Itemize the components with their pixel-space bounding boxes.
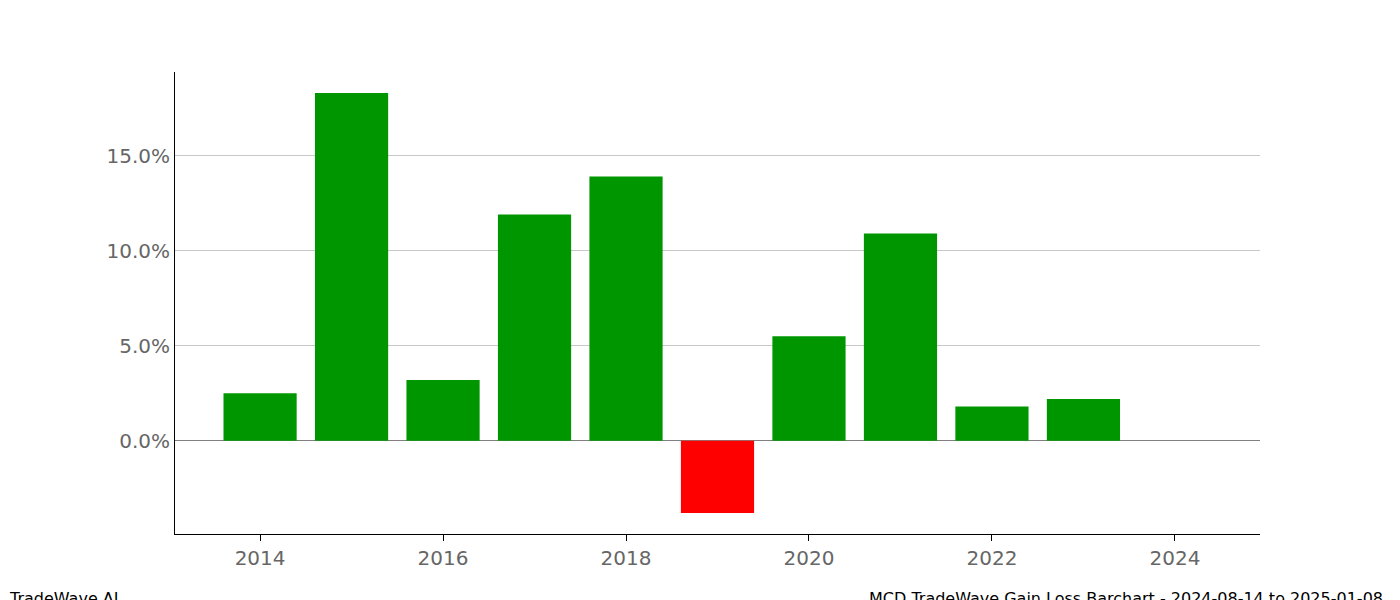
svg-text:2014: 2014 [235,546,286,570]
svg-text:MCD TradeWave Gain Loss Barcha: MCD TradeWave Gain Loss Barchart - 2024-… [869,589,1383,600]
svg-text:2016: 2016 [418,546,469,570]
svg-text:10.0%: 10.0% [106,239,170,263]
svg-text:2018: 2018 [601,546,652,570]
svg-text:0.0%: 0.0% [119,429,170,453]
svg-text:2022: 2022 [966,546,1017,570]
svg-text:2024: 2024 [1149,546,1200,570]
svg-text:2020: 2020 [784,546,835,570]
svg-text:5.0%: 5.0% [119,334,170,358]
svg-text:15.0%: 15.0% [106,144,170,168]
svg-text:TradeWave.AI: TradeWave.AI [9,589,118,600]
